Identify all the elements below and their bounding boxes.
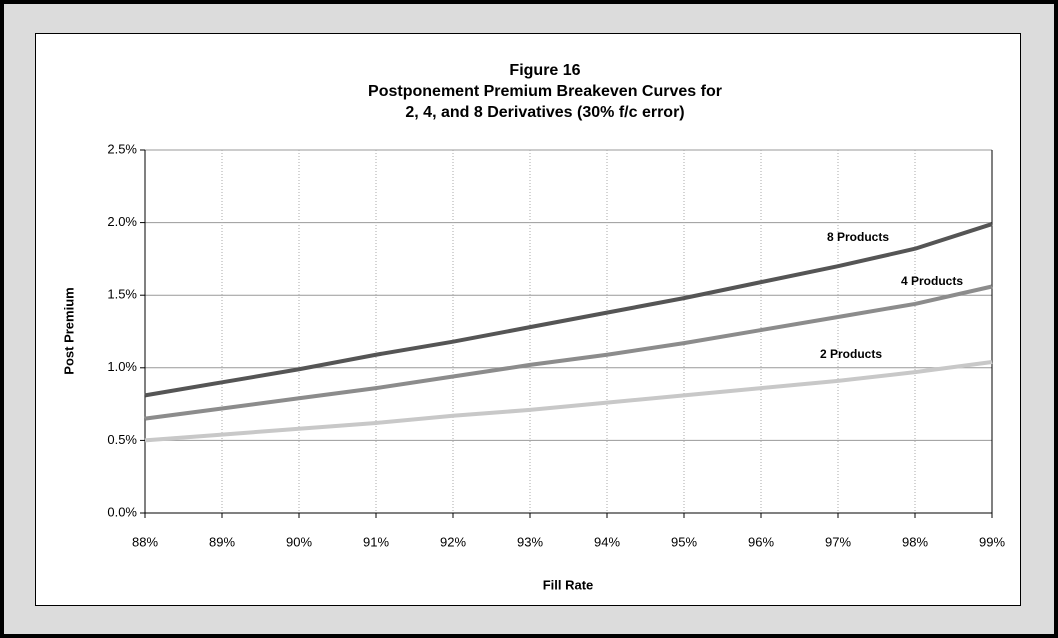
chart-title: 2, 4, and 8 Derivatives (30% f/c error) [405, 104, 684, 121]
line-series [144, 284, 993, 421]
y-tick-label: 2.0% [107, 214, 137, 229]
x-tick-label: 93% [517, 534, 543, 549]
x-tick-label: 98% [902, 534, 928, 549]
series-label: 2 Products [820, 347, 882, 361]
x-tick-label: 89% [209, 534, 235, 549]
chart-title: Postponement Premium Breakeven Curves fo… [368, 83, 722, 100]
series-label: 4 Products [901, 274, 963, 288]
series-label: 8 Products [827, 230, 889, 244]
x-tick-label: 99% [979, 534, 1005, 549]
panel [35, 33, 1021, 606]
line-series [144, 222, 993, 398]
x-tick-label: 94% [594, 534, 620, 549]
y-axis-label: Post Premium [61, 287, 76, 374]
x-tick-label: 92% [440, 534, 466, 549]
x-axis-label: Fill Rate [543, 577, 594, 592]
x-tick-label: 91% [363, 534, 389, 549]
x-tick-label: 97% [825, 534, 851, 549]
x-tick-label: 90% [286, 534, 312, 549]
x-tick-label: 88% [132, 534, 158, 549]
chart-title: Figure 16 [509, 62, 580, 79]
x-tick-label: 96% [748, 534, 774, 549]
y-tick-label: 0.5% [107, 432, 137, 447]
y-tick-label: 2.5% [107, 141, 137, 156]
y-tick-label: 1.0% [107, 359, 137, 374]
y-tick-label: 1.5% [107, 287, 137, 302]
y-tick-label: 0.0% [107, 504, 137, 519]
x-tick-label: 95% [671, 534, 697, 549]
line-series [144, 360, 993, 443]
